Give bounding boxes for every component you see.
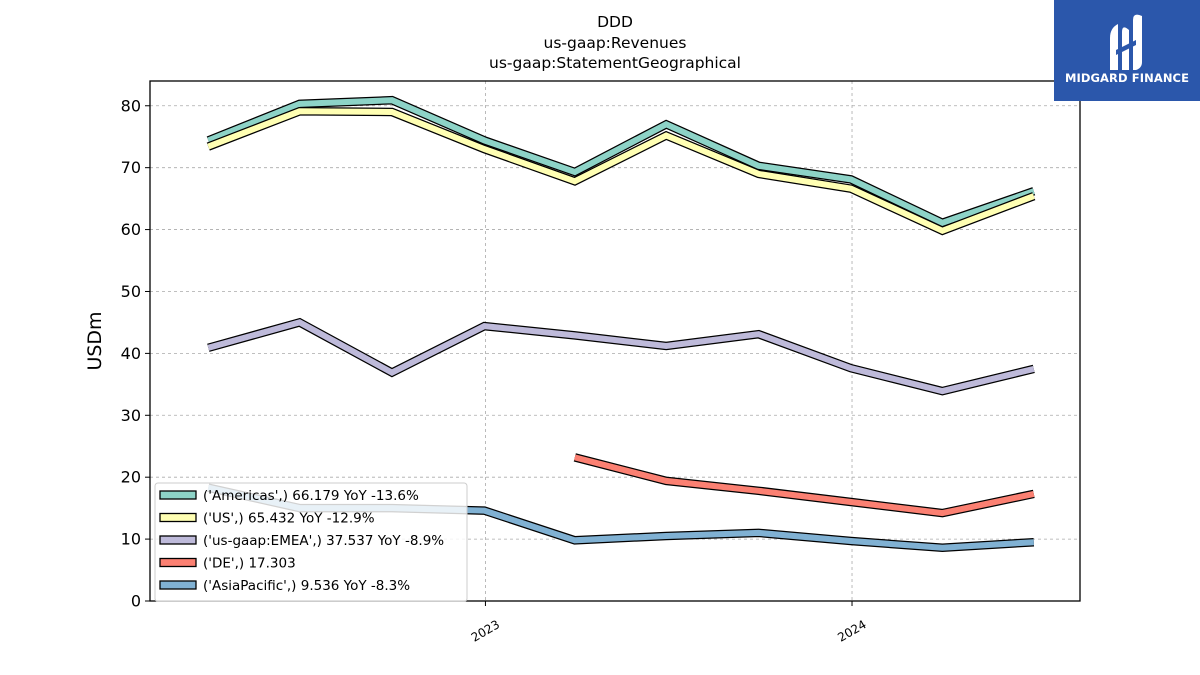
- legend: ('Americas',) 66.179 YoY -13.6% ('US',) 6…: [154, 482, 468, 602]
- gridlines: [150, 81, 1080, 601]
- series-3: [573, 453, 1035, 518]
- x-tick-label: 2023: [469, 617, 502, 644]
- y-tick-label: 60: [121, 220, 141, 239]
- y-tick-label: 0: [131, 592, 141, 611]
- x-tick-label: 2024: [835, 617, 868, 644]
- y-tick-label: 50: [121, 282, 141, 301]
- legend-swatch: [159, 557, 197, 568]
- legend-label: ('Americas',) 66.179 YoY -13.6%: [203, 488, 419, 504]
- legend-box: [154, 482, 468, 602]
- y-tick-label: 70: [121, 158, 141, 177]
- series-line: [207, 108, 1035, 235]
- y-axis: 0 10 20 30 40 50 60 70 80: [121, 96, 150, 611]
- y-tick-label: 80: [121, 96, 141, 115]
- series-line-outline: [573, 453, 1035, 518]
- legend-label: ('DE',) 17.303: [203, 556, 296, 572]
- chart-title-line-3: us-gaap:StatementGeographical: [489, 54, 741, 72]
- series-2: [207, 317, 1035, 396]
- series-0: [206, 95, 1036, 228]
- legend-swatch: [159, 512, 197, 523]
- legend-label: ('US',) 65.432 YoY -12.9%: [203, 511, 375, 527]
- legend-swatch: [159, 535, 197, 545]
- brand-logo-icon: [1110, 14, 1142, 71]
- y-tick-label: 10: [121, 530, 141, 549]
- y-tick-label: 30: [121, 406, 141, 425]
- series-line: [574, 454, 1035, 517]
- series-line: [207, 97, 1035, 227]
- legend-swatch: [159, 580, 197, 590]
- chart-title-line-2: us-gaap:Revenues: [544, 34, 687, 52]
- legend-label: ('AsiaPacific',) 9.536 YoY -8.3%: [203, 578, 410, 594]
- series-line: [207, 319, 1035, 395]
- legend-label: ('us-gaap:EMEA',) 37.537 YoY -8.9%: [203, 533, 444, 549]
- x-axis: 2023 2024: [469, 601, 869, 645]
- brand-logo: MIDGARD FINANCE: [1054, 0, 1200, 101]
- series-1: [206, 107, 1036, 236]
- plot-frame: [149, 80, 1081, 602]
- chart-title: DDD us-gaap:Revenues us-gaap:StatementGe…: [489, 13, 741, 72]
- y-tick-label: 20: [121, 468, 141, 487]
- legend-swatch: [159, 490, 197, 500]
- chart-title-line-1: DDD: [597, 13, 633, 31]
- brand-logo-text: MIDGARD FINANCE: [1064, 71, 1190, 85]
- y-tick-label: 40: [121, 344, 141, 363]
- y-axis-label: USDm: [84, 311, 106, 370]
